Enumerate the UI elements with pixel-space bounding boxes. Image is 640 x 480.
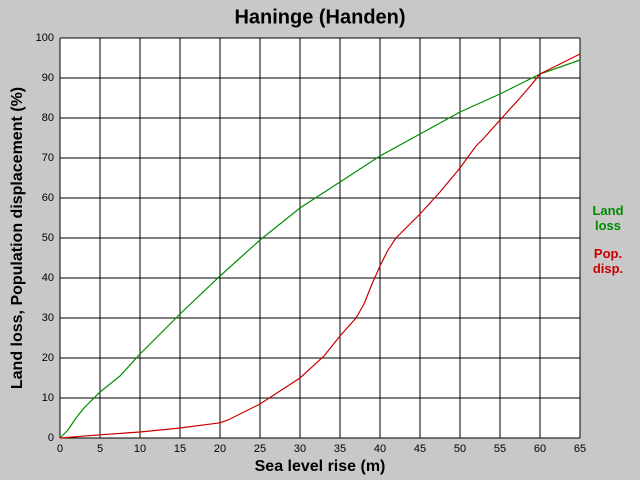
x-tick-label: 40 xyxy=(374,443,386,455)
y-tick-label: 100 xyxy=(36,32,54,44)
x-tick-label: 60 xyxy=(534,443,546,455)
y-axis-label: Land loss, Population displacement (%) xyxy=(9,87,26,389)
x-tick-label: 30 xyxy=(294,443,306,455)
y-tick-label: 0 xyxy=(48,432,54,444)
y-tick-label: 10 xyxy=(42,392,54,404)
series-line xyxy=(59,53,581,439)
x-tick-label: 10 xyxy=(134,443,146,455)
y-tick-label: 70 xyxy=(42,152,54,164)
y-tick-label: 40 xyxy=(42,272,54,284)
x-tick-label: 5 xyxy=(97,443,103,455)
x-tick-label: 35 xyxy=(334,443,346,455)
legend-entry: Pop. disp. xyxy=(592,246,624,276)
legend-entry: Land loss xyxy=(592,203,624,233)
x-tick-label: 50 xyxy=(454,443,466,455)
chart-title: Haninge (Handen) xyxy=(234,6,405,28)
y-tick-label: 20 xyxy=(42,352,54,364)
y-tick-label: 90 xyxy=(42,72,54,84)
y-tick-label: 50 xyxy=(42,232,54,244)
x-tick-label: 25 xyxy=(254,443,266,455)
x-tick-label: 20 xyxy=(214,443,226,455)
x-axis-label: Sea level rise (m) xyxy=(255,458,386,475)
y-tick-label: 30 xyxy=(42,312,54,324)
y-tick-label: 80 xyxy=(42,112,54,124)
x-tick-label: 0 xyxy=(57,443,63,455)
x-tick-label: 45 xyxy=(414,443,426,455)
series-line xyxy=(59,59,581,439)
y-tick-label: 60 xyxy=(42,192,54,204)
x-tick-label: 65 xyxy=(574,443,586,455)
x-tick-label: 15 xyxy=(174,443,186,455)
x-tick-label: 55 xyxy=(494,443,506,455)
